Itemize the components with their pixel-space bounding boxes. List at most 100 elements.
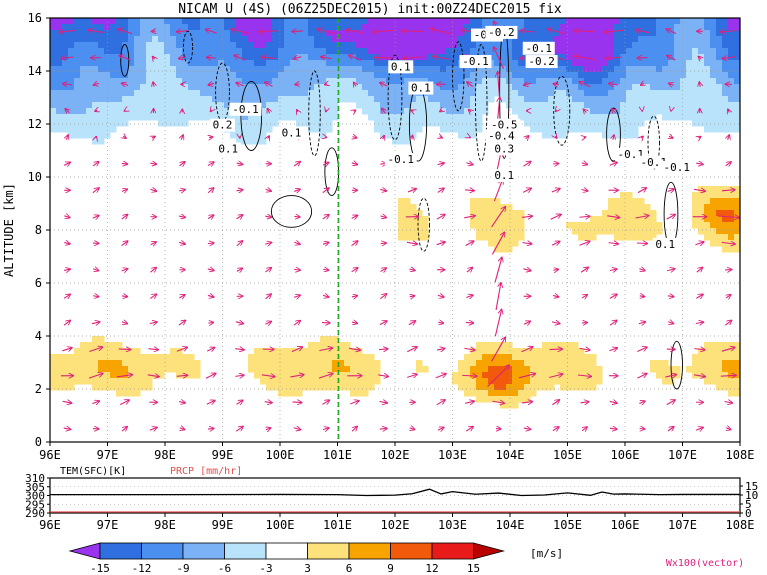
- shading-cell: [680, 84, 687, 91]
- shading-cell: [380, 120, 387, 127]
- shading-cell: [716, 66, 723, 73]
- shading-cell: [692, 18, 699, 25]
- shading-cell: [434, 30, 441, 37]
- shading-cell: [236, 30, 243, 37]
- shading-cell: [350, 78, 357, 85]
- shading-cell: [152, 66, 159, 73]
- shading-cell: [650, 54, 657, 61]
- shading-cell: [650, 30, 657, 37]
- shading-cell: [500, 78, 507, 85]
- wind-vector: [437, 188, 444, 192]
- shading-cell: [338, 66, 345, 73]
- shading-cell: [230, 84, 237, 91]
- shading-cell: [422, 48, 429, 55]
- shading-cell: [734, 120, 740, 127]
- shading-cell: [164, 96, 171, 103]
- sub-x-tick-label: 106E: [611, 518, 640, 532]
- shading-cell: [608, 90, 615, 97]
- shading-cell: [614, 228, 621, 235]
- shading-cell: [362, 42, 369, 49]
- shading-cell: [440, 84, 447, 91]
- x-tick-label: 96E: [39, 448, 61, 462]
- wind-vector: [526, 136, 529, 139]
- shading-cell: [188, 36, 195, 43]
- shading-cell: [104, 66, 111, 73]
- shading-cell: [488, 396, 495, 403]
- shading-cell: [56, 114, 63, 121]
- shading-cell: [302, 60, 309, 67]
- shading-cell: [734, 228, 740, 235]
- shading-cell: [86, 24, 93, 31]
- shading-cell: [182, 96, 189, 103]
- shading-cell: [224, 42, 231, 49]
- shading-cell: [344, 342, 351, 349]
- shading-cell: [302, 108, 309, 115]
- shading-cell: [206, 78, 213, 85]
- wind-vector: [66, 135, 68, 140]
- shading-cell: [98, 132, 105, 139]
- wind-vector: [181, 135, 183, 140]
- shading-cell: [686, 366, 693, 373]
- shading-cell: [614, 90, 621, 97]
- wind-vector: [465, 190, 474, 191]
- shading-cell: [254, 60, 261, 67]
- shading-cell: [230, 48, 237, 55]
- shading-cell: [422, 30, 429, 37]
- shading-cell: [656, 36, 663, 43]
- shading-cell: [302, 372, 309, 379]
- shading-cell: [488, 84, 495, 91]
- shading-cell: [248, 72, 255, 79]
- shading-cell: [92, 48, 99, 55]
- shading-cell: [488, 198, 495, 205]
- shading-cell: [500, 360, 507, 367]
- shading-cell: [284, 96, 291, 103]
- shading-cell: [572, 366, 579, 373]
- shading-cell: [476, 222, 483, 229]
- shading-cell: [266, 42, 273, 49]
- shading-cell: [296, 60, 303, 67]
- wind-vector: [180, 428, 185, 430]
- shading-cell: [662, 372, 669, 379]
- shading-cell: [56, 48, 63, 55]
- shading-cell: [152, 360, 159, 367]
- shading-cell: [218, 96, 225, 103]
- wind-vector: [124, 110, 125, 111]
- shading-cell: [302, 78, 309, 85]
- shading-cell: [188, 90, 195, 97]
- shading-cell: [380, 36, 387, 43]
- shading-cell: [212, 54, 219, 61]
- shading-cell: [596, 216, 603, 223]
- shading-cell: [512, 60, 519, 67]
- shading-cell: [458, 384, 465, 391]
- shading-cell: [284, 372, 291, 379]
- shading-cell: [464, 30, 471, 37]
- colorbar-tick-label: 15: [467, 562, 480, 575]
- sub-x-tick-label: 99E: [212, 518, 234, 532]
- shading-cell: [596, 54, 603, 61]
- shading-cell: [704, 30, 711, 37]
- shading-cell: [176, 36, 183, 43]
- shading-cell: [182, 102, 189, 109]
- shading-cell: [692, 192, 699, 199]
- shading-cell: [134, 36, 141, 43]
- shading-cell: [716, 210, 723, 217]
- shading-cell: [632, 234, 639, 241]
- wind-vector: [235, 349, 244, 350]
- shading-cell: [566, 18, 573, 25]
- wind-vector: [523, 161, 531, 167]
- shading-cell: [452, 54, 459, 61]
- shading-cell: [92, 384, 99, 391]
- shading-cell: [722, 78, 729, 85]
- wind-vector: [235, 375, 244, 376]
- wind-vector: [236, 215, 243, 219]
- shading-cell: [578, 222, 585, 229]
- shading-cell: [728, 366, 735, 373]
- shading-cell: [134, 48, 141, 55]
- shading-cell: [704, 114, 711, 121]
- shading-cell: [134, 24, 141, 31]
- shading-cell: [146, 48, 153, 55]
- shading-cell: [650, 84, 657, 91]
- shading-cell: [110, 120, 117, 127]
- shading-cell: [446, 108, 453, 115]
- shading-cell: [608, 198, 615, 205]
